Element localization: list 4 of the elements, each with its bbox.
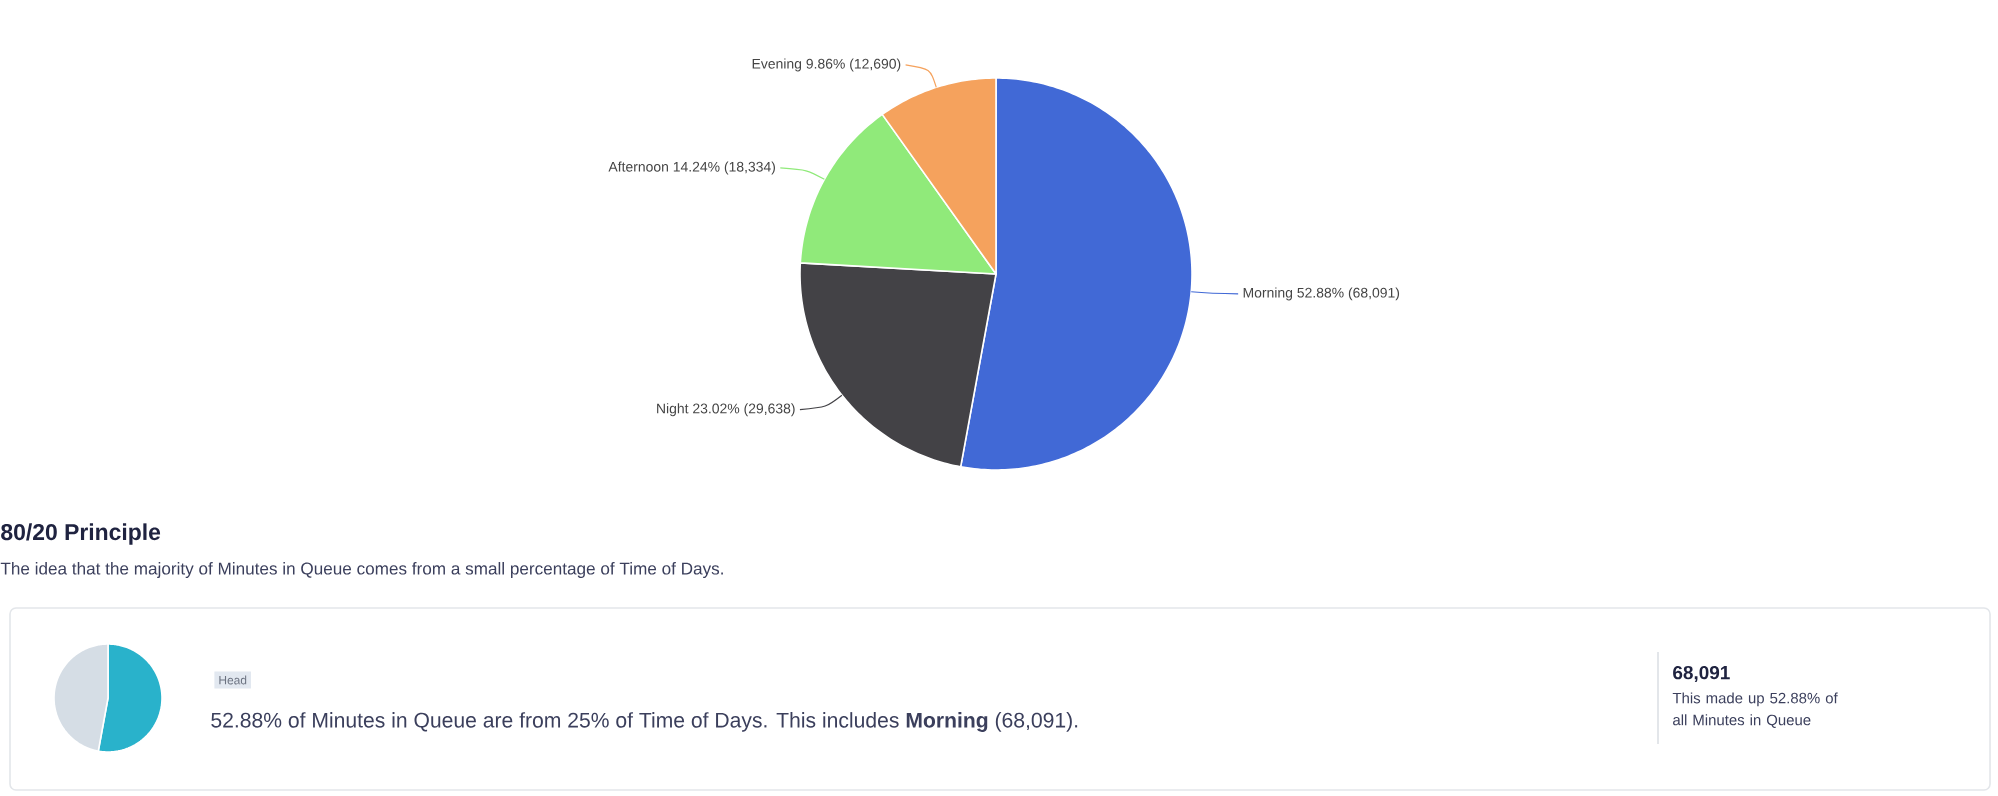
chart-title: 80/20 Principle (1, 523, 161, 545)
text: The idea that the majority of Minutes in Queue comes from a small percentage of Time of Days. (0, 562, 723, 578)
text: 52.88% of Minutes in Queue are from 25% of Time of Days. This includes Morning (68,091). (211, 712, 1078, 732)
text: 68,091 (1673, 665, 1730, 683)
